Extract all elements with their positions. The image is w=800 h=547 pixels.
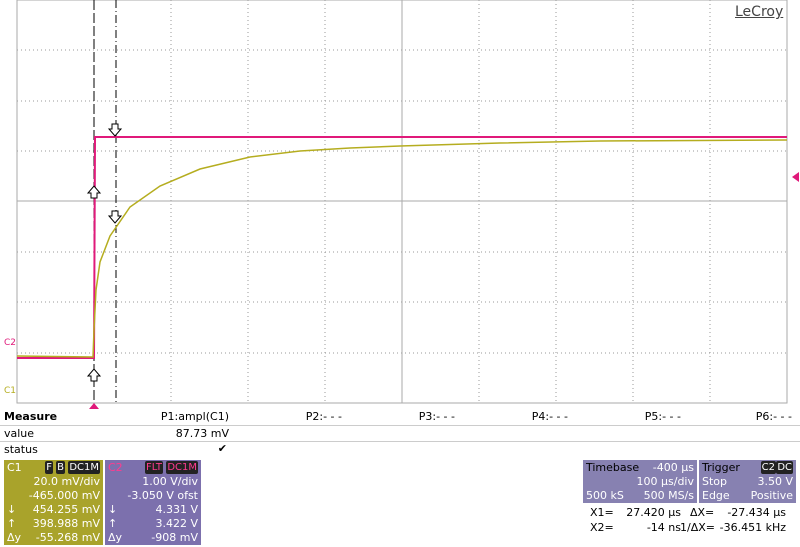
channel-scale: 1.00 V/div — [142, 475, 198, 488]
timebase-delay: -400 µs — [652, 461, 694, 474]
channel-scale: 20.0 mV/div — [33, 475, 100, 488]
cursor-value: 3.422 V — [155, 517, 198, 530]
timebase-title: Timebase — [586, 461, 640, 474]
readout-value: -14 ns — [646, 521, 681, 534]
channel-tag: DC1M — [68, 461, 100, 474]
param-value: 87.73 mV — [175, 427, 229, 440]
row-label: status — [4, 443, 38, 456]
channel-name: C2 — [108, 461, 123, 474]
channel-tag: DC1M — [166, 461, 198, 474]
timebase-panel[interactable] — [583, 460, 697, 503]
channel-offset: -3.050 V ofst — [127, 489, 198, 502]
cursor-value: -55.268 mV — [35, 531, 100, 544]
cursor-value: 454.255 mV — [32, 503, 100, 516]
channel-name: C1 — [7, 461, 22, 474]
trigger-slope: Positive — [750, 489, 793, 502]
readout-value: -36.451 kHz — [719, 521, 786, 534]
trigger-title: Trigger — [702, 461, 740, 474]
c2-marker: C2 — [4, 338, 17, 348]
waveform-area — [16, 0, 799, 409]
cursor-symbol: Δy — [7, 531, 22, 544]
readout-label: X2= — [590, 521, 614, 534]
trigger-level: 3.50 V — [757, 475, 793, 488]
readout-label: X1= — [590, 506, 614, 519]
c1-panel[interactable] — [4, 460, 103, 545]
measure-title: Measure — [4, 410, 58, 423]
param-status: ✔ — [217, 442, 227, 455]
c1-trace — [16, 139, 788, 358]
trigger-source: C2 — [760, 461, 776, 474]
row-label: value — [4, 427, 35, 440]
c1-marker: C1 — [4, 386, 17, 396]
trigger-level-marker — [792, 172, 799, 182]
cursor-symbol: ↓ — [108, 503, 118, 516]
channel-offset: -465.000 mV — [28, 489, 100, 502]
param-header: P4:- - - — [531, 410, 568, 423]
timebase-scale: 100 µs/div — [636, 475, 694, 488]
param-header: P3:- - - — [418, 410, 455, 423]
c2-trace — [17, 136, 787, 359]
trigger-position-marker — [89, 403, 99, 409]
timebase-samples: 500 kS — [586, 489, 624, 502]
readout-value: 27.420 µs — [626, 506, 681, 519]
cursor-value: 398.988 mV — [32, 517, 100, 530]
cursor-value: 4.331 V — [155, 503, 198, 516]
cursor-symbol: Δy — [108, 531, 123, 544]
param-header: P6:- - - — [755, 410, 792, 423]
param-header: P5:- - - — [644, 410, 681, 423]
channel-tag: FLT — [144, 461, 163, 474]
param-header: P1:ampl(C1) — [160, 410, 229, 423]
cursor-symbol: ↓ — [7, 503, 17, 516]
c2-panel[interactable] — [105, 460, 201, 545]
timebase-rate: 500 MS/s — [643, 489, 694, 502]
channel-tag: F — [45, 461, 53, 474]
cursor-symbol: ↑ — [108, 517, 118, 530]
logo: LeCroy — [735, 4, 784, 20]
param-header: P2:- - - — [305, 410, 342, 423]
channel-tag: B — [56, 461, 65, 474]
trigger-type: Edge — [702, 489, 730, 502]
cursor-symbol: ↑ — [7, 517, 17, 530]
trigger-coupling: DC — [776, 461, 793, 474]
trigger-mode: Stop — [702, 475, 728, 488]
cursor-arrows — [86, 123, 123, 382]
readout-label: 1/ΔX= — [680, 521, 715, 534]
readout-value: -27.434 µs — [727, 506, 786, 519]
cursor-value: -908 mV — [151, 531, 198, 544]
readout-label: ΔX= — [690, 506, 715, 519]
